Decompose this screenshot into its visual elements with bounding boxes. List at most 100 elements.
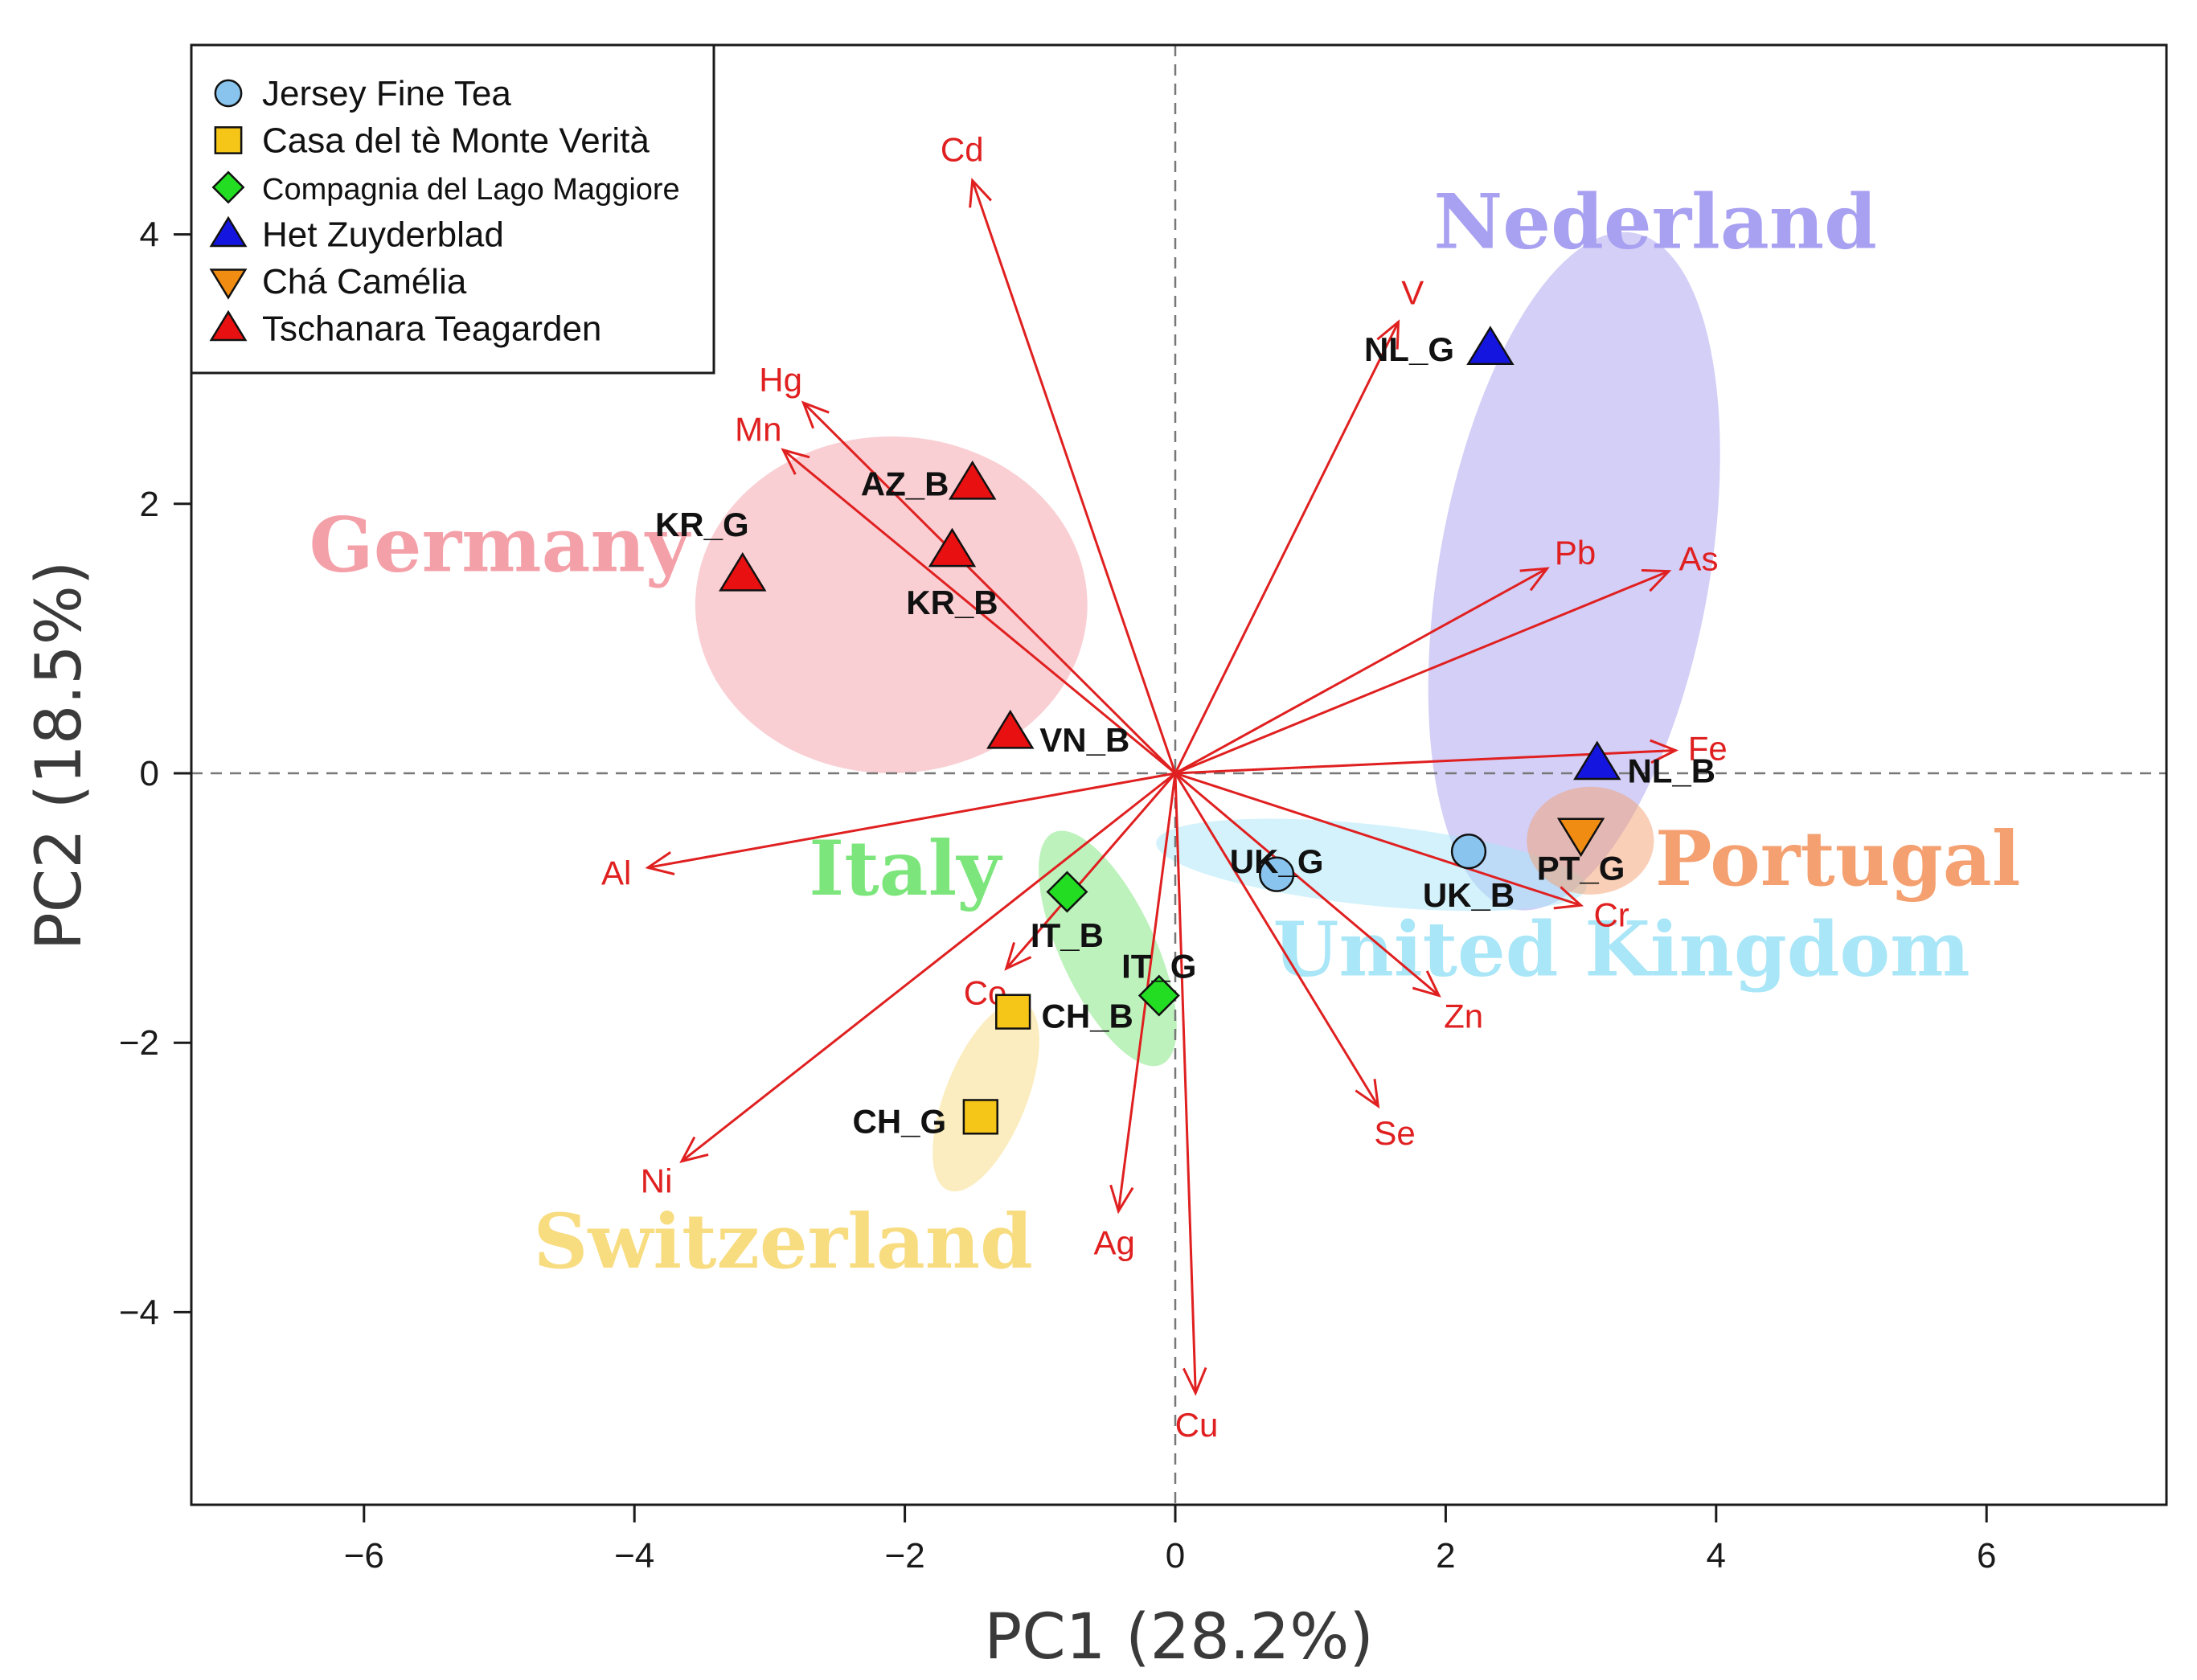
- region-label-germany: Germany: [309, 502, 691, 590]
- legend-label-compagnia-del-lago-maggiore: Compagnia del Lago Maggiore: [262, 173, 680, 207]
- point-marker-ch-g: [962, 1099, 998, 1135]
- region-ellipse-germany: [695, 436, 1088, 773]
- loading-vector-ni: Ni: [641, 772, 1176, 1199]
- loading-arrow-line: [647, 772, 1176, 869]
- sample-points: KR_G AZ_B KR_B VN_B NL_G NL_B PT_G UK_G UK_B IT_B…: [655, 326, 1715, 1140]
- loading-label-ni: Ni: [641, 1162, 673, 1199]
- point-label-uk-g: UK_G: [1230, 842, 1324, 880]
- legend-marker-cha-camelia: [209, 268, 248, 300]
- sample-point-pt-g: PT_G: [1537, 817, 1625, 887]
- y-tick-label: 0: [140, 754, 159, 793]
- axes: −6 −4 −2 0 2 4 6 −4 −2 0 2 4: [119, 215, 1997, 1576]
- legend-marker-compagnia-del-lago-maggiore: [211, 170, 245, 204]
- loading-arrow-head: [1183, 1367, 1207, 1396]
- loading-arrow-line: [1174, 321, 1400, 774]
- loading-arrow-head: [1109, 1184, 1134, 1215]
- y-tick-label: −4: [119, 1293, 159, 1332]
- loading-arrow-line: [971, 180, 1177, 774]
- loading-label-as: As: [1678, 539, 1718, 577]
- point-marker-uk-g: [1259, 856, 1295, 892]
- loading-arrow-head: [1004, 942, 1032, 971]
- point-label-ch-b: CH_B: [1041, 998, 1133, 1035]
- x-tick-label: 4: [1707, 1536, 1726, 1576]
- loading-arrow-head: [1519, 567, 1550, 592]
- loading-label-cu: Cu: [1175, 1406, 1219, 1444]
- point-label-pt-g: PT_G: [1537, 849, 1625, 887]
- legend: Jersey Fine Tea Casa del tè Monte Verità C…: [190, 43, 715, 375]
- loading-arrow-line: [1174, 570, 1670, 775]
- point-label-uk-b: UK_B: [1423, 876, 1515, 914]
- y-tick-label: 4: [140, 215, 159, 255]
- x-axis-title: PC1 (28.2%): [984, 1601, 1374, 1674]
- loading-arrow-line: [1174, 772, 1440, 997]
- loading-arrow-line: [681, 772, 1176, 1162]
- loading-label-pb: Pb: [1555, 534, 1596, 572]
- point-marker-it-b: [1046, 871, 1088, 913]
- point-label-kr-b: KR_B: [906, 584, 998, 621]
- point-marker-pt-g: [1556, 817, 1605, 858]
- point-marker-nl-b: [1573, 740, 1621, 781]
- sample-point-nl-g: NL_G: [1364, 326, 1515, 368]
- point-marker-ch-b: [995, 994, 1031, 1030]
- loading-arrow-line: [782, 449, 1176, 775]
- sample-point-it-g: IT_G: [1121, 948, 1196, 1017]
- legend-entry-tschanara-teagarden: Tschanara Teagarden: [209, 309, 601, 349]
- region-ellipses: [695, 232, 1720, 1192]
- sample-point-it-b: IT_B: [1031, 871, 1104, 954]
- region-ellipse-switzerland: [932, 1002, 1039, 1192]
- legend-label-cha-camelia: Chá Camélia: [262, 262, 467, 301]
- point-label-ch-g: CH_G: [853, 1102, 947, 1140]
- legend-entry-compagnia-del-lago-maggiore: Compagnia del Lago Maggiore: [211, 170, 680, 207]
- point-label-az-b: AZ_B: [861, 465, 949, 503]
- legend-entry-het-zuyderblad: Het Zuyderblad: [209, 215, 504, 255]
- point-marker-vn-b: [986, 709, 1035, 749]
- region-label-united-kingdom: United Kingdom: [1273, 905, 1970, 994]
- loading-label-al: Al: [601, 854, 631, 891]
- sample-point-uk-b: UK_B: [1423, 834, 1515, 914]
- region-label-switzerland: Switzerland: [534, 1198, 1033, 1286]
- loading-arrow-head: [1553, 886, 1584, 910]
- sample-point-uk-g: UK_G: [1230, 842, 1324, 892]
- legend-box: [190, 43, 715, 375]
- loading-vector-hg: Hg: [759, 361, 1177, 775]
- loading-label-se: Se: [1374, 1114, 1415, 1152]
- loading-arrow-head: [1641, 569, 1672, 592]
- loading-arrow-line: [802, 402, 1177, 775]
- legend-entry-cha-camelia: Chá Camélia: [209, 262, 467, 301]
- legend-marker-het-zuyderblad: [209, 215, 248, 248]
- sample-point-ch-b: CH_B: [995, 994, 1133, 1035]
- point-label-vn-b: VN_B: [1039, 721, 1129, 759]
- loading-arrow-line: [1174, 567, 1548, 775]
- loading-arrow-head: [801, 400, 830, 429]
- point-marker-it-g: [1137, 974, 1180, 1017]
- loading-label-v: V: [1401, 274, 1424, 312]
- loading-arrow-line: [1174, 772, 1197, 1394]
- loading-vector-cd: Cd: [941, 131, 1177, 774]
- loading-label-mn: Mn: [735, 410, 781, 448]
- legend-entry-jersey-fine-tea: Jersey Fine Tea: [214, 74, 511, 113]
- point-label-nl-b: NL_B: [1627, 752, 1715, 790]
- loading-arrow-head: [645, 850, 675, 875]
- y-axis-title: PC2 (18.5%): [23, 561, 96, 951]
- loading-vector-as: As: [1174, 539, 1718, 775]
- x-tick-label: 0: [1166, 1536, 1185, 1576]
- sample-point-ch-g: CH_G: [853, 1099, 998, 1140]
- point-marker-uk-b: [1450, 834, 1487, 870]
- point-marker-kr-b: [928, 527, 977, 568]
- loading-vector-pb: Pb: [1174, 534, 1596, 775]
- loading-arrow-head: [1355, 1079, 1380, 1109]
- point-marker-az-b: [948, 460, 997, 500]
- legend-marker-jersey-fine-tea: [214, 79, 243, 108]
- loading-vector-al: Al: [601, 772, 1176, 891]
- legend-label-jersey-fine-tea: Jersey Fine Tea: [262, 74, 511, 113]
- loading-vector-fe: Fe: [1174, 730, 1728, 775]
- loading-label-cd: Cd: [941, 131, 984, 169]
- plot-frame: [190, 43, 2168, 1506]
- loading-arrow-head: [679, 1136, 709, 1163]
- region-label-nederland: Nederland: [1433, 178, 1876, 266]
- x-tick-label: −4: [614, 1536, 654, 1576]
- loading-arrow-head: [1650, 739, 1679, 764]
- point-label-it-b: IT_B: [1031, 916, 1104, 954]
- region-ellipse-nederland: [1428, 232, 1720, 911]
